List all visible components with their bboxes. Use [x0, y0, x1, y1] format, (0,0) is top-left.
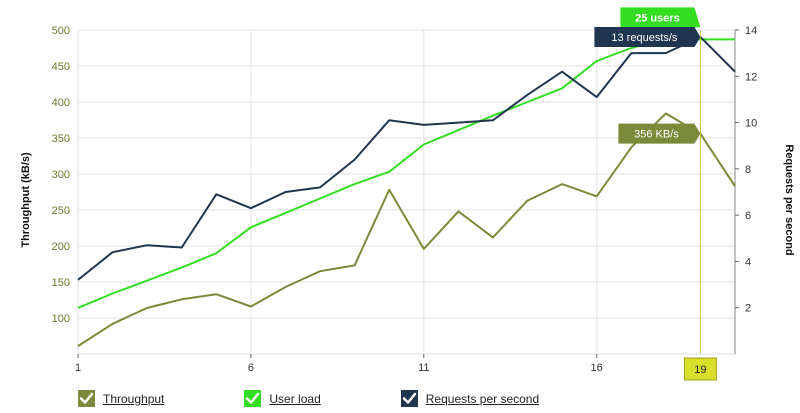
cursor-value-label: 25 users	[635, 12, 680, 24]
cursor-x-label: 19	[694, 364, 706, 376]
series-line-user-load	[77, 38, 735, 309]
checkbox-checked-icon[interactable]	[244, 390, 262, 407]
x-tick-label: 1	[75, 362, 81, 374]
y-right-tick-label: 10	[745, 118, 757, 130]
cursor-value-box	[594, 26, 701, 47]
y-right-tick-label: 12	[745, 71, 757, 83]
checkbox-checked-icon[interactable]	[78, 390, 95, 407]
y-left-tick-label: 500	[52, 25, 70, 37]
y-left-tick-label: 150	[52, 277, 70, 289]
plot-frame	[77, 29, 736, 355]
y-right-axis-title: Requests per second	[783, 144, 795, 255]
y-left-axis-title: Throughput (kB/s)	[20, 152, 32, 248]
y-left-tick-label: 450	[52, 61, 70, 73]
y-left-tick-label: 300	[52, 169, 70, 181]
grid	[77, 29, 736, 355]
y-left-tick-label: 250	[52, 205, 70, 217]
legend-label[interactable]: User load	[269, 391, 321, 406]
cursor-value-box	[618, 123, 701, 144]
y-left-tick-label: 200	[52, 241, 70, 253]
y-right-tick-label: 8	[745, 164, 751, 176]
series-line-requests-per-second	[77, 35, 736, 281]
x-tick-label: 11	[418, 362, 429, 374]
checkbox-checked-icon[interactable]	[400, 390, 418, 407]
y-right-tick-label: 14	[745, 25, 757, 37]
cursor-value-label: 356 KB/s	[634, 129, 679, 141]
legend-item-throughput[interactable]: Throughput	[78, 390, 164, 407]
x-tick-label: 16	[591, 362, 603, 374]
cursor-value-box	[620, 7, 701, 28]
x-tick-label: 6	[248, 362, 254, 374]
cursor-x-label-box	[683, 357, 717, 381]
legend-item-user-load[interactable]: User load	[244, 390, 321, 407]
legend: Throughput User load Requests per second	[78, 390, 619, 407]
cursor: 19 25 users 13 requests/s 356 KB/s	[594, 7, 717, 381]
legend-label[interactable]: Throughput	[103, 391, 165, 406]
y-right-tick-label: 2	[745, 303, 751, 315]
series-lines	[77, 35, 736, 347]
cursor-value-label: 13 requests/s	[611, 32, 678, 44]
legend-label[interactable]: Requests per second	[425, 391, 540, 406]
y-left-tick-label: 100	[52, 313, 70, 325]
legend-item-requests-per-second[interactable]: Requests per second	[400, 390, 540, 407]
y-left-tick-label: 400	[52, 97, 70, 109]
y-right-tick-label: 6	[745, 210, 751, 222]
y-left-tick-label: 350	[52, 133, 70, 145]
chart: 19 25 users 13 requests/s 356 KB/s 100 150 20…	[20, 7, 795, 381]
series-line-throughput	[77, 112, 736, 347]
y-right-tick-label: 4	[745, 256, 751, 268]
